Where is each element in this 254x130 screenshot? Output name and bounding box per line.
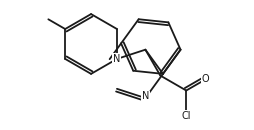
Text: Cl: Cl — [182, 111, 191, 121]
Text: O: O — [202, 74, 210, 84]
Text: N: N — [142, 91, 149, 101]
Text: N: N — [113, 54, 120, 64]
